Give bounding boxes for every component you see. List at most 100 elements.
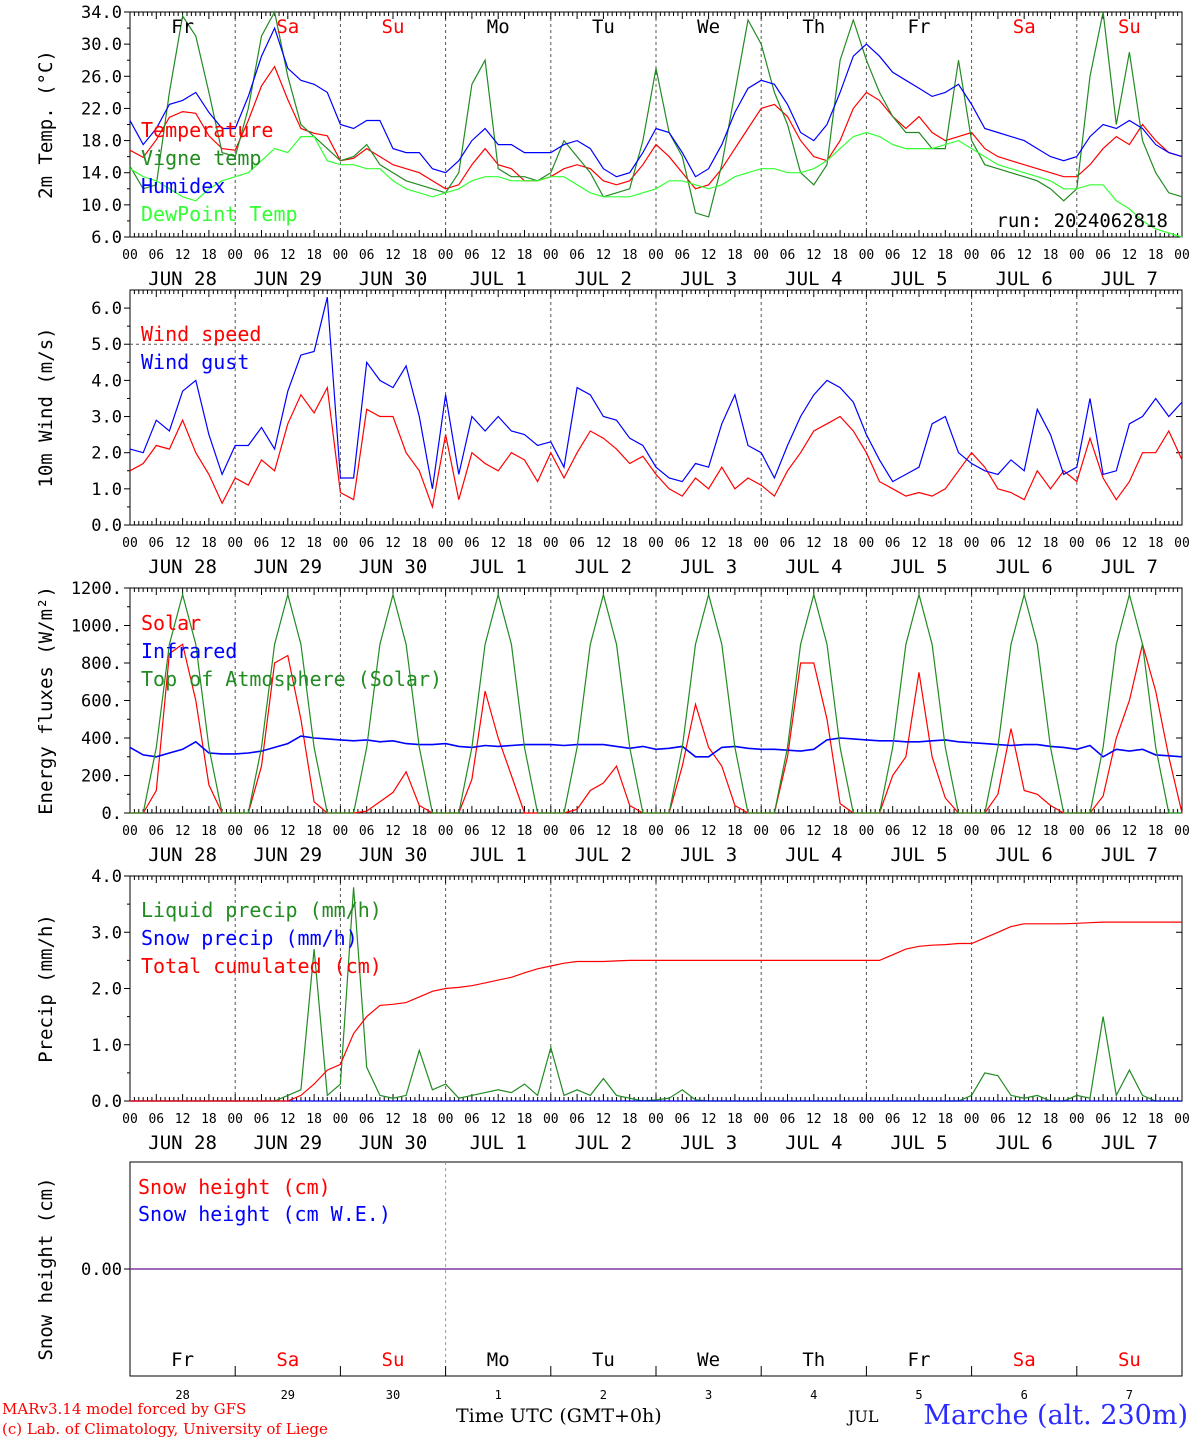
- y-tick-label: 30.0: [81, 35, 122, 55]
- hour-tick-label: 00: [964, 1112, 980, 1127]
- hour-tick-label: 12: [596, 824, 612, 839]
- date-label: JUL 2: [575, 1132, 632, 1154]
- y-tick-label: 400.: [81, 729, 122, 749]
- hour-tick-label: 00: [859, 248, 875, 263]
- date-label: JUN 30: [359, 556, 428, 578]
- hour-tick-label: 12: [280, 248, 296, 263]
- y-tick-label: 10.0: [81, 196, 122, 216]
- hour-tick-label: 18: [517, 824, 533, 839]
- hour-tick-label: 18: [411, 248, 427, 263]
- weekday-label: Fr: [908, 16, 931, 38]
- hour-tick-label: 00: [1069, 1112, 1085, 1127]
- legend-entry: Snow height (cm): [138, 1175, 331, 1199]
- hour-tick-label: 12: [385, 248, 401, 263]
- hour-tick-label: 12: [1122, 248, 1138, 263]
- hour-tick-label: 18: [411, 824, 427, 839]
- hour-tick-label: 18: [622, 248, 638, 263]
- hour-tick-label: 00: [122, 824, 138, 839]
- date-label: JUL 5: [890, 1132, 947, 1154]
- hour-tick-label: 12: [280, 536, 296, 551]
- hour-tick-label: 06: [674, 1112, 690, 1127]
- hour-tick-label: 18: [1043, 1112, 1059, 1127]
- date-label: JUN 29: [253, 268, 322, 290]
- hour-tick-label: 06: [569, 248, 585, 263]
- snow-weekday-label: Su: [382, 1349, 405, 1371]
- series-line: [129, 131, 1183, 238]
- hour-tick-label: 06: [569, 1112, 585, 1127]
- hour-tick-label: 18: [201, 248, 217, 263]
- day-number-label: 29: [281, 1388, 295, 1402]
- hour-tick-label: 12: [596, 1112, 612, 1127]
- date-label: JUL 1: [470, 268, 527, 290]
- y-tick-label: 0.: [102, 804, 122, 824]
- hour-tick-label: 18: [1043, 248, 1059, 263]
- date-label: JUL 6: [996, 1132, 1053, 1154]
- date-label: JUN 30: [359, 1132, 428, 1154]
- legend-entry: Snow precip (mm/h): [141, 926, 358, 950]
- legend-entry: Wind speed: [141, 322, 261, 346]
- weekday-label: Su: [1118, 16, 1141, 38]
- hour-tick-label: 18: [727, 248, 743, 263]
- date-label: JUL 4: [785, 1132, 842, 1154]
- hour-tick-label: 00: [964, 536, 980, 551]
- hour-tick-label: 12: [911, 248, 927, 263]
- hour-tick-label: 00: [753, 824, 769, 839]
- date-label: JUL 3: [680, 556, 737, 578]
- hour-tick-label: 12: [175, 536, 191, 551]
- hour-tick-label: 00: [964, 824, 980, 839]
- legend-entry: Humidex: [141, 174, 225, 198]
- date-label: JUL 6: [996, 844, 1053, 866]
- hour-tick-label: 06: [569, 536, 585, 551]
- weekday-label: We: [697, 16, 720, 38]
- y-tick-label: 22.0: [81, 99, 122, 119]
- legend-entry: Infrared: [141, 639, 237, 663]
- hour-tick-label: 06: [148, 1112, 164, 1127]
- hour-tick-label: 06: [990, 536, 1006, 551]
- hour-tick-label: 12: [806, 824, 822, 839]
- hour-tick-label: 00: [648, 824, 664, 839]
- legend-entry: Solar: [141, 611, 201, 635]
- weekday-label: Tu: [592, 16, 615, 38]
- hour-tick-label: 00: [753, 1112, 769, 1127]
- hour-tick-label: 12: [280, 824, 296, 839]
- hour-tick-label: 06: [359, 536, 375, 551]
- hour-tick-label: 00: [1174, 536, 1190, 551]
- hour-tick-label: 06: [780, 824, 796, 839]
- hour-tick-label: 06: [1095, 248, 1111, 263]
- hour-tick-label: 00: [333, 1112, 349, 1127]
- hour-tick-label: 00: [1069, 536, 1085, 551]
- hour-tick-label: 12: [1122, 1112, 1138, 1127]
- hour-tick-label: 00: [1174, 248, 1190, 263]
- y-tick-label: 0.0: [91, 1092, 122, 1112]
- snow-weekday-label: Mo: [487, 1349, 510, 1371]
- hour-tick-label: 00: [1069, 824, 1085, 839]
- snow-weekday-label: Sa: [1013, 1349, 1036, 1371]
- hour-tick-label: 12: [175, 824, 191, 839]
- hour-tick-label: 18: [1148, 248, 1164, 263]
- y-tick-label: 14.0: [81, 164, 122, 184]
- hour-tick-label: 06: [990, 1112, 1006, 1127]
- hour-tick-label: 00: [333, 248, 349, 263]
- hour-tick-label: 06: [885, 824, 901, 839]
- series-line: [129, 735, 1183, 758]
- date-label: JUN 28: [148, 1132, 217, 1154]
- y-tick-label: 1200.: [71, 579, 122, 599]
- day-number-label: 3: [705, 1388, 712, 1402]
- hour-tick-label: 12: [175, 1112, 191, 1127]
- hour-tick-label: 06: [359, 248, 375, 263]
- series-line: [129, 10, 1183, 218]
- snow-weekday-label: Sa: [276, 1349, 299, 1371]
- hour-tick-label: 06: [1095, 824, 1111, 839]
- day-number-label: 5: [915, 1388, 922, 1402]
- hour-tick-label: 18: [1148, 824, 1164, 839]
- date-label: JUL 5: [890, 268, 947, 290]
- date-label: JUN 28: [148, 268, 217, 290]
- hour-tick-label: 06: [674, 536, 690, 551]
- station-name: Marche (alt. 230m): [923, 1400, 1188, 1431]
- hour-tick-label: 18: [201, 824, 217, 839]
- precip-y-axis-label: Precip (mm/h): [35, 914, 57, 1063]
- date-label: JUL 5: [890, 844, 947, 866]
- date-label: JUL 1: [470, 556, 527, 578]
- hour-tick-label: 00: [438, 536, 454, 551]
- hour-tick-label: 06: [148, 536, 164, 551]
